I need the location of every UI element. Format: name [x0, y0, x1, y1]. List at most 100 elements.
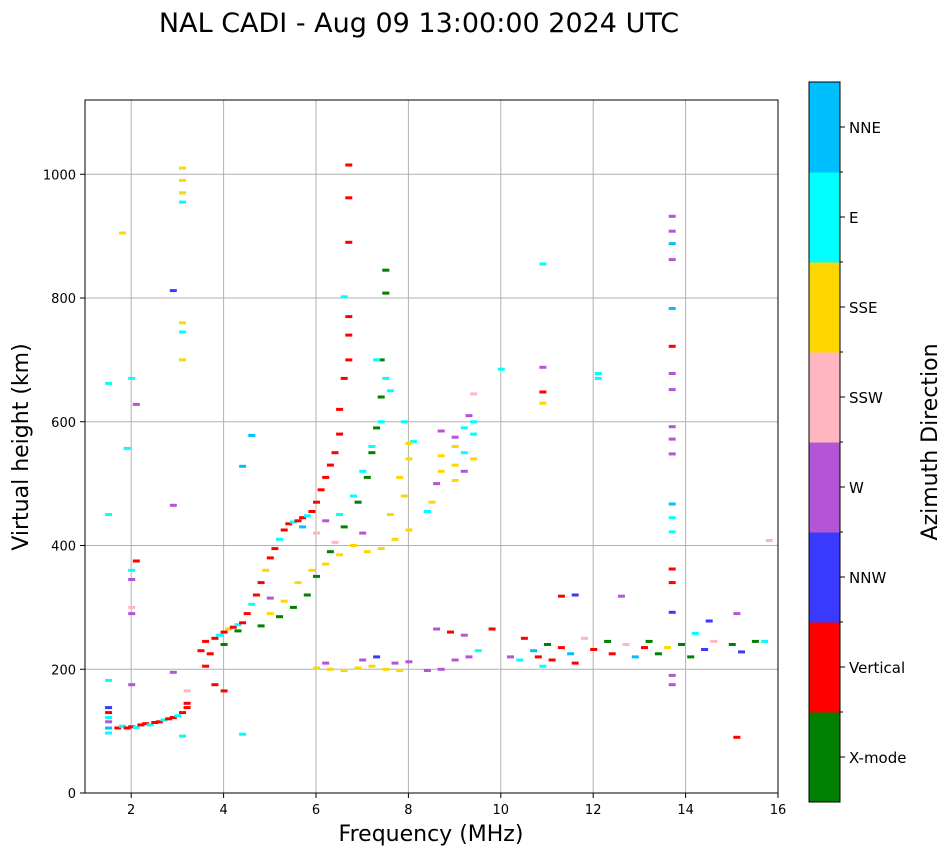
- colorbar-tick-label: SSW: [849, 389, 883, 407]
- y-axis-label: Virtual height (km): [9, 343, 34, 550]
- echo-point: [557, 594, 565, 598]
- echo-point: [197, 649, 205, 653]
- echo-point: [668, 683, 676, 687]
- echo-point: [433, 627, 441, 631]
- echo-point: [262, 568, 270, 572]
- echo-point: [128, 683, 136, 687]
- y-tick-label: 600: [51, 416, 76, 431]
- echo-point: [299, 525, 307, 529]
- echo-point: [276, 537, 283, 541]
- echo-point: [451, 435, 459, 439]
- echo-point: [340, 525, 348, 529]
- echo-point: [322, 562, 330, 566]
- echo-point: [123, 726, 131, 730]
- echo-point: [105, 678, 113, 682]
- echo-point: [571, 593, 579, 597]
- echo-point: [280, 599, 288, 603]
- echo-point: [604, 639, 612, 643]
- echo-point: [668, 437, 676, 441]
- echo-point: [202, 639, 210, 643]
- echo-point: [243, 612, 251, 616]
- echo-point: [710, 639, 718, 643]
- echo-point: [105, 731, 113, 735]
- echo-point: [128, 725, 136, 729]
- echo-point: [405, 457, 413, 461]
- echo-point: [474, 649, 482, 653]
- echo-point: [220, 643, 228, 646]
- echo-point: [590, 648, 598, 651]
- x-tick-label: 2: [127, 803, 135, 818]
- echo-point: [668, 372, 676, 375]
- echo-point: [382, 291, 390, 295]
- echo-point: [248, 433, 256, 437]
- echo-point: [119, 231, 126, 235]
- echo-point: [169, 503, 177, 507]
- echo-point: [128, 376, 136, 380]
- echo-point: [179, 321, 186, 325]
- echo-point: [668, 388, 676, 392]
- echo-point: [169, 289, 177, 293]
- echo-point: [386, 513, 394, 517]
- echo-point: [437, 469, 445, 473]
- echo-point: [165, 717, 173, 721]
- echo-point: [539, 664, 547, 668]
- echo-point: [539, 365, 547, 369]
- echo-point: [668, 242, 676, 246]
- echo-point: [622, 643, 630, 646]
- echo-point: [179, 358, 186, 362]
- echo-point: [211, 683, 219, 687]
- echo-point: [350, 544, 357, 547]
- echo-point: [539, 401, 547, 405]
- echo-point: [128, 578, 136, 581]
- echo-point: [248, 602, 256, 606]
- echo-point: [668, 610, 676, 614]
- echo-point: [377, 420, 385, 424]
- echo-point: [169, 716, 177, 719]
- echo-point: [128, 605, 136, 609]
- echo-point: [179, 711, 186, 715]
- echo-point: [391, 661, 399, 665]
- echo-point: [132, 559, 140, 563]
- echo-point: [405, 528, 413, 532]
- echo-point: [345, 163, 353, 167]
- echo-point: [146, 723, 154, 727]
- echo-point: [354, 666, 362, 670]
- x-tick-label: 8: [404, 803, 412, 818]
- echo-point: [179, 200, 186, 204]
- echo-point: [266, 596, 274, 600]
- echo-point: [105, 513, 113, 517]
- echo-point: [470, 457, 478, 461]
- echo-point: [322, 519, 330, 523]
- echo-point: [465, 414, 473, 418]
- echo-point: [488, 627, 496, 631]
- echo-point: [368, 664, 376, 668]
- echo-point: [220, 630, 228, 634]
- colorbar-tick-label: X-mode: [849, 749, 906, 767]
- echo-point: [654, 652, 662, 656]
- echo-point: [313, 574, 320, 578]
- echo-point: [668, 567, 676, 571]
- echo-point: [396, 475, 404, 479]
- echo-point: [617, 594, 625, 598]
- echo-point: [548, 658, 556, 662]
- x-tick-label: 6: [312, 803, 320, 818]
- echo-point: [451, 445, 459, 448]
- echo-point: [345, 358, 353, 362]
- echo-point: [114, 726, 122, 730]
- echo-point: [179, 191, 186, 195]
- echo-point: [460, 451, 468, 455]
- echo-point: [738, 650, 745, 654]
- echo-point: [257, 581, 265, 585]
- echo-point: [705, 619, 713, 623]
- echo-point: [437, 454, 445, 458]
- echo-point: [289, 520, 297, 524]
- echo-point: [428, 500, 436, 504]
- echo-point: [751, 639, 759, 643]
- echo-point: [631, 655, 639, 659]
- echo-point: [641, 646, 648, 650]
- echo-point: [470, 420, 478, 424]
- echo-point: [123, 446, 131, 450]
- echo-point: [405, 660, 413, 664]
- echo-point: [433, 482, 441, 486]
